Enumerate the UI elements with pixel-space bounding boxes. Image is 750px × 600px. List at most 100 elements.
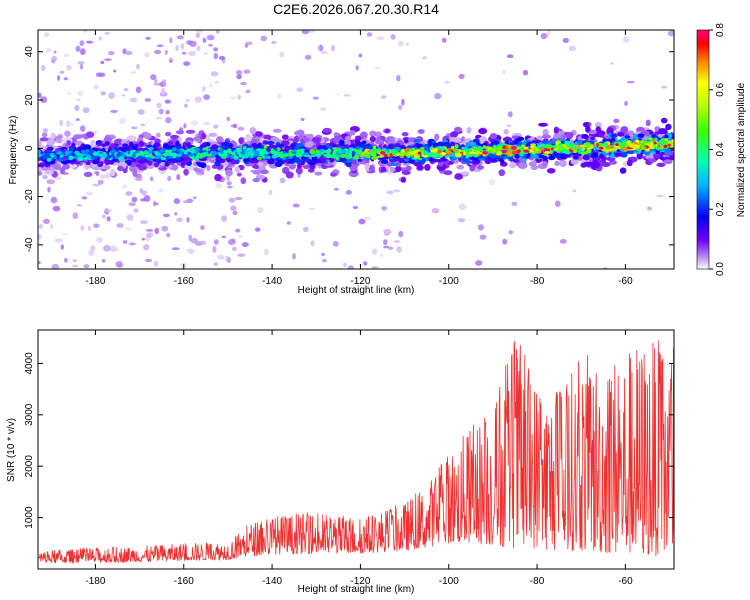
spectrogram-hotspot: [523, 149, 530, 153]
spectrogram-cell: [405, 42, 409, 47]
spectrogram-cell: [83, 264, 90, 269]
spectrogram-cell: [85, 131, 95, 138]
spectrogram-cell: [297, 153, 303, 157]
spectrogram-cell: [150, 146, 154, 150]
spectrogram-cell: [167, 175, 172, 182]
spectrogram-cell: [158, 108, 164, 115]
spectrogram-cell: [113, 69, 117, 73]
spectrogram-cell: [87, 225, 91, 232]
spectrogram-cell: [568, 45, 577, 52]
spectrogram-cell: [664, 138, 668, 141]
spectrogram-cell: [376, 36, 385, 41]
spectrogram-cell: [139, 188, 143, 194]
spectrogram-cell: [249, 138, 259, 145]
spectrogram-cell: [352, 206, 359, 209]
spectrogram-hotspot: [589, 144, 594, 149]
spectrogram-cell: [460, 171, 470, 176]
spectrogram-cell: [315, 150, 320, 154]
spectrogram-cell: [257, 161, 264, 167]
spectrogram-cell: [88, 148, 94, 154]
spectrogram-cell: [104, 32, 111, 35]
spectrogram-cell: [59, 119, 64, 127]
spectrogram-cell: [194, 151, 199, 155]
spectrogram-hotspot: [431, 148, 438, 153]
spectrogram-cell: [469, 165, 476, 172]
spectrogram-hotspot: [636, 142, 642, 146]
spectrogram-cell: [528, 161, 537, 167]
spectrogram-cell: [647, 206, 652, 211]
spectrogram-cell: [564, 140, 571, 146]
spectrogram-cell: [144, 52, 150, 58]
spectrogram-cell: [477, 224, 484, 231]
spectrogram-cell: [174, 212, 178, 216]
spectrogram-hotspot: [505, 150, 513, 156]
spectrogram-cell: [164, 160, 170, 167]
spectrogram-hotspot: [640, 146, 647, 150]
spectrogram-cell: [213, 80, 220, 85]
snr-xtick-label: -140: [262, 576, 282, 587]
spectrogram-cell: [237, 253, 246, 257]
spectrogram-cell: [610, 133, 618, 138]
spectrogram-cell: [153, 162, 160, 168]
spectrogram-cell: [291, 151, 298, 155]
spectrogram-cell: [136, 163, 142, 168]
colorbar-tick-label: 0.0: [715, 262, 726, 276]
spectrogram-cell: [476, 165, 484, 170]
spectrogram-cell: [50, 196, 58, 204]
spectrogram-cell: [558, 145, 566, 151]
spectrogram-cell: [131, 196, 138, 203]
spectrogram-cell: [238, 154, 244, 158]
figure-title: C2E6.2026.067.20.30.R14: [273, 1, 439, 17]
spectrogram-cell: [365, 145, 371, 149]
spectrogram-cell: [128, 242, 136, 246]
spectrogram-hotspot: [529, 145, 536, 149]
spectrogram-cell: [230, 96, 237, 100]
spectrogram-cell: [103, 136, 112, 143]
spectrogram-cell: [38, 163, 43, 168]
spectrogram-cell: [337, 92, 340, 96]
spectrogram-cell: [203, 94, 211, 100]
spectrogram-cell: [388, 246, 394, 250]
spectrogram-xtick-label: -180: [85, 276, 105, 287]
spectrogram-cell: [439, 146, 445, 151]
spectrogram-cell: [66, 140, 72, 146]
spectrogram-cell: [656, 162, 666, 167]
spectrogram-cell: [671, 139, 674, 143]
spectrogram-cell: [475, 260, 483, 266]
spectrogram-cell: [73, 134, 83, 140]
spectrogram-cell: [234, 196, 243, 201]
spectrogram-hotspot: [452, 149, 458, 152]
spectrogram-cell: [92, 152, 99, 156]
spectrogram-cell: [521, 141, 527, 146]
spectrogram-cell: [620, 152, 628, 158]
spectrogram-cell: [42, 128, 49, 133]
spectrogram-cell: [522, 69, 529, 76]
spectrogram-cell: [40, 96, 48, 104]
spectrogram-cell: [243, 158, 250, 163]
spectrogram-cell: [180, 43, 184, 50]
spectrogram-cell: [346, 163, 352, 168]
spectrogram-cell: [585, 125, 591, 133]
spectrogram-cell: [227, 239, 236, 245]
spectrogram-hotspot: [579, 144, 587, 148]
spectrogram-cell: [166, 232, 171, 238]
spectrogram-cell: [404, 158, 410, 162]
spectrogram-cell: [454, 173, 464, 180]
spectrogram-cell: [555, 200, 561, 207]
spectrogram-cell: [358, 143, 367, 149]
spectrogram-cell: [458, 73, 465, 79]
spectrogram-cell: [424, 163, 431, 171]
spectrogram-hotspot: [417, 151, 421, 155]
spectrogram-cell: [161, 225, 169, 232]
spectrogram-cell: [155, 132, 161, 138]
spectrogram-cell: [562, 154, 568, 160]
spectrogram-cell: [553, 126, 560, 134]
spectrogram-cell: [139, 160, 144, 165]
spectrogram-cell: [271, 41, 277, 44]
spectrogram-cell: [46, 150, 52, 154]
spectrogram-cell: [145, 229, 154, 232]
spectrogram-cell: [93, 130, 98, 135]
spectrogram-cell: [434, 159, 441, 163]
spectrogram-cell: [541, 161, 549, 167]
spectrogram-cell: [656, 194, 664, 198]
